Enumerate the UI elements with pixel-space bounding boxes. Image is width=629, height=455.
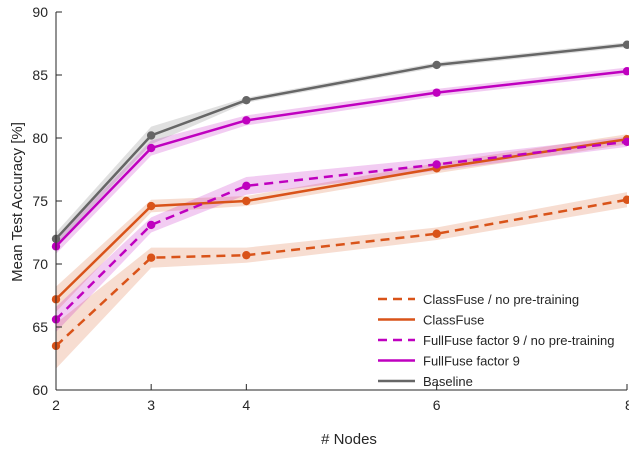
point-series-2-x4: [242, 181, 251, 191]
series-markers: [51, 40, 629, 351]
point-series-1-x4: [242, 196, 251, 206]
y-tick-label-70: 70: [32, 256, 48, 272]
y-axis-label: Mean Test Accuracy [%]: [9, 122, 26, 282]
point-series-2-x8: [622, 137, 629, 146]
band-series-3: [56, 67, 627, 254]
band-series-1: [56, 134, 627, 312]
point-series-0-x3: [146, 253, 156, 262]
point-series-4-x3: [146, 131, 156, 140]
point-series-3-x8: [622, 67, 629, 76]
axes: 60 65 70 75 80 85 90 2 3 4 6 8: [32, 4, 629, 413]
legend-label-1: ClassFuse: [423, 313, 484, 328]
x-tick-label-4: 4: [242, 397, 250, 413]
point-series-3-x3: [146, 143, 156, 153]
x-tick-label-6: 6: [433, 397, 441, 413]
y-tick-label-80: 80: [32, 130, 48, 146]
x-axis-label: # Nodes: [321, 431, 377, 448]
point-series-4-x6: [432, 60, 441, 70]
y-tick-label-60: 60: [32, 382, 48, 398]
x-tick-label-2: 2: [52, 397, 60, 413]
legend-label-0: ClassFuse / no pre-training: [423, 292, 579, 307]
y-tick-label-65: 65: [32, 319, 48, 335]
x-tick-label-8: 8: [625, 397, 629, 413]
y-tick-label-75: 75: [32, 193, 48, 209]
point-series-3-x6: [432, 88, 441, 97]
legend: ClassFuse / no pre-training ClassFuse Full…: [378, 292, 614, 389]
point-series-3-x4: [242, 116, 251, 125]
x-tick-label-3: 3: [147, 397, 155, 413]
point-series-0-x8: [622, 195, 629, 204]
band-series-0: [56, 192, 627, 369]
point-series-4-x4: [242, 96, 251, 105]
point-series-0-x6: [432, 229, 441, 238]
point-series-0-x4: [242, 250, 251, 260]
legend-label-2: FullFuse factor 9 / no pre-training: [423, 333, 614, 348]
point-series-2-x6: [432, 160, 441, 169]
y-tick-label-90: 90: [32, 4, 48, 20]
y-tick-label-85: 85: [32, 67, 48, 83]
point-series-4-x8: [622, 40, 629, 49]
legend-label-4: Baseline: [423, 374, 473, 389]
line-series-0: [55, 198, 628, 347]
point-series-1-x3: [146, 201, 156, 211]
confidence-bands: [56, 42, 627, 369]
legend-label-3: FullFuse factor 9: [423, 354, 520, 369]
point-series-2-x3: [146, 220, 156, 230]
